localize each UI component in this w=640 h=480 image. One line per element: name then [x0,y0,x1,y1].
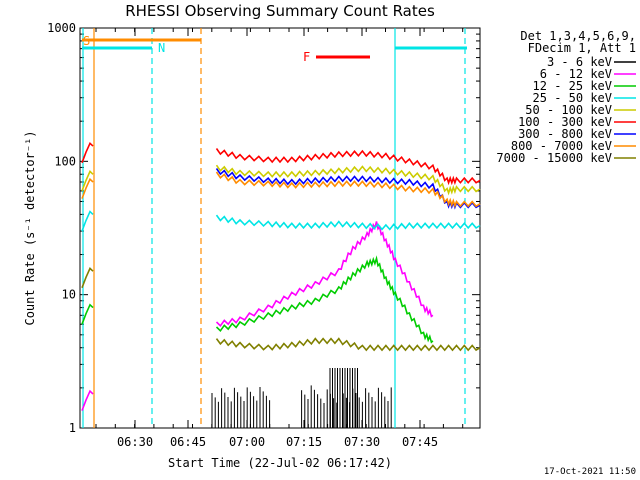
x-tick-label: 07:00 [229,435,265,449]
x-tick-label: 07:30 [344,435,380,449]
series-line-50-100kev-early [81,170,94,192]
x-tick-label: 06:45 [170,435,206,449]
series-line-7000-15000kev-early [81,267,94,289]
legend-label-9: 7000 - 15000 keV [496,151,612,165]
legend-label-3: 12 - 25 keV [533,79,612,93]
legend-label-4: 25 - 50 keV [533,91,612,105]
series-line-12-25kev-early [81,303,94,325]
legend-header-line2: FDecim 1, Att 1 [528,41,636,55]
series-layer [81,141,481,428]
legend-header-line1: Det 1,3,4,5,6,9, [520,29,636,43]
plot-frame [79,27,481,429]
x-axis-label: Start Time (22-Jul-02 06:17:42) [168,456,392,470]
x-tick-label: 06:30 [117,435,153,449]
annotation-f: F [303,50,310,64]
series-line-800-7000kev [215,171,481,209]
event-markers: S N F [82,28,467,428]
legend: Det 1,3,4,5,6,9, FDecim 1, Att 1 3 - 6 k… [496,29,636,165]
annotation-s: S [83,34,90,48]
series-line-7000-15000kev [215,337,481,352]
legend-label-6: 100 - 300 keV [518,115,612,129]
x-tick-label: 07:15 [286,435,322,449]
series-line-6-12kev-early [81,389,94,411]
y-tick-label: 100 [54,154,76,168]
y-axis-label: Count Rate (s⁻¹ detector⁻¹) [23,130,37,325]
x-tick-label: 07:45 [402,435,438,449]
series-line-100-300kev [215,148,481,186]
footer-date: 17-Oct-2021 11:50 [544,467,636,477]
y-tick-label: 10 [62,288,76,302]
series-line-800-7000kev-early [81,177,94,199]
legend-label-8: 800 - 7000 keV [511,139,612,153]
legend-label-7: 300 - 800 keV [518,127,612,141]
y-tick-label: 1000 [47,21,76,35]
series-line-25-50kev-early [81,210,94,232]
legend-label-2: 6 - 12 keV [540,67,612,81]
series-line-50-100kev [215,164,481,196]
annotation-n: N [158,41,165,55]
series-line-25-50kev [215,214,481,231]
axis-ticks: 1 10 100 1000 06:30 06:45 07:00 07:15 07:30 07:45 [47,21,480,449]
y-tick-label: 1 [69,421,76,435]
chart-title: RHESSI Observing Summary Count Rates [125,2,435,20]
series-line-12-25kev [215,255,434,344]
series-line-100-300kev-early [81,141,94,164]
series-line-6-12kev [215,221,434,328]
legend-label-5: 50 - 100 keV [525,103,612,117]
legend-label-1: 3 - 6 keV [547,55,612,69]
